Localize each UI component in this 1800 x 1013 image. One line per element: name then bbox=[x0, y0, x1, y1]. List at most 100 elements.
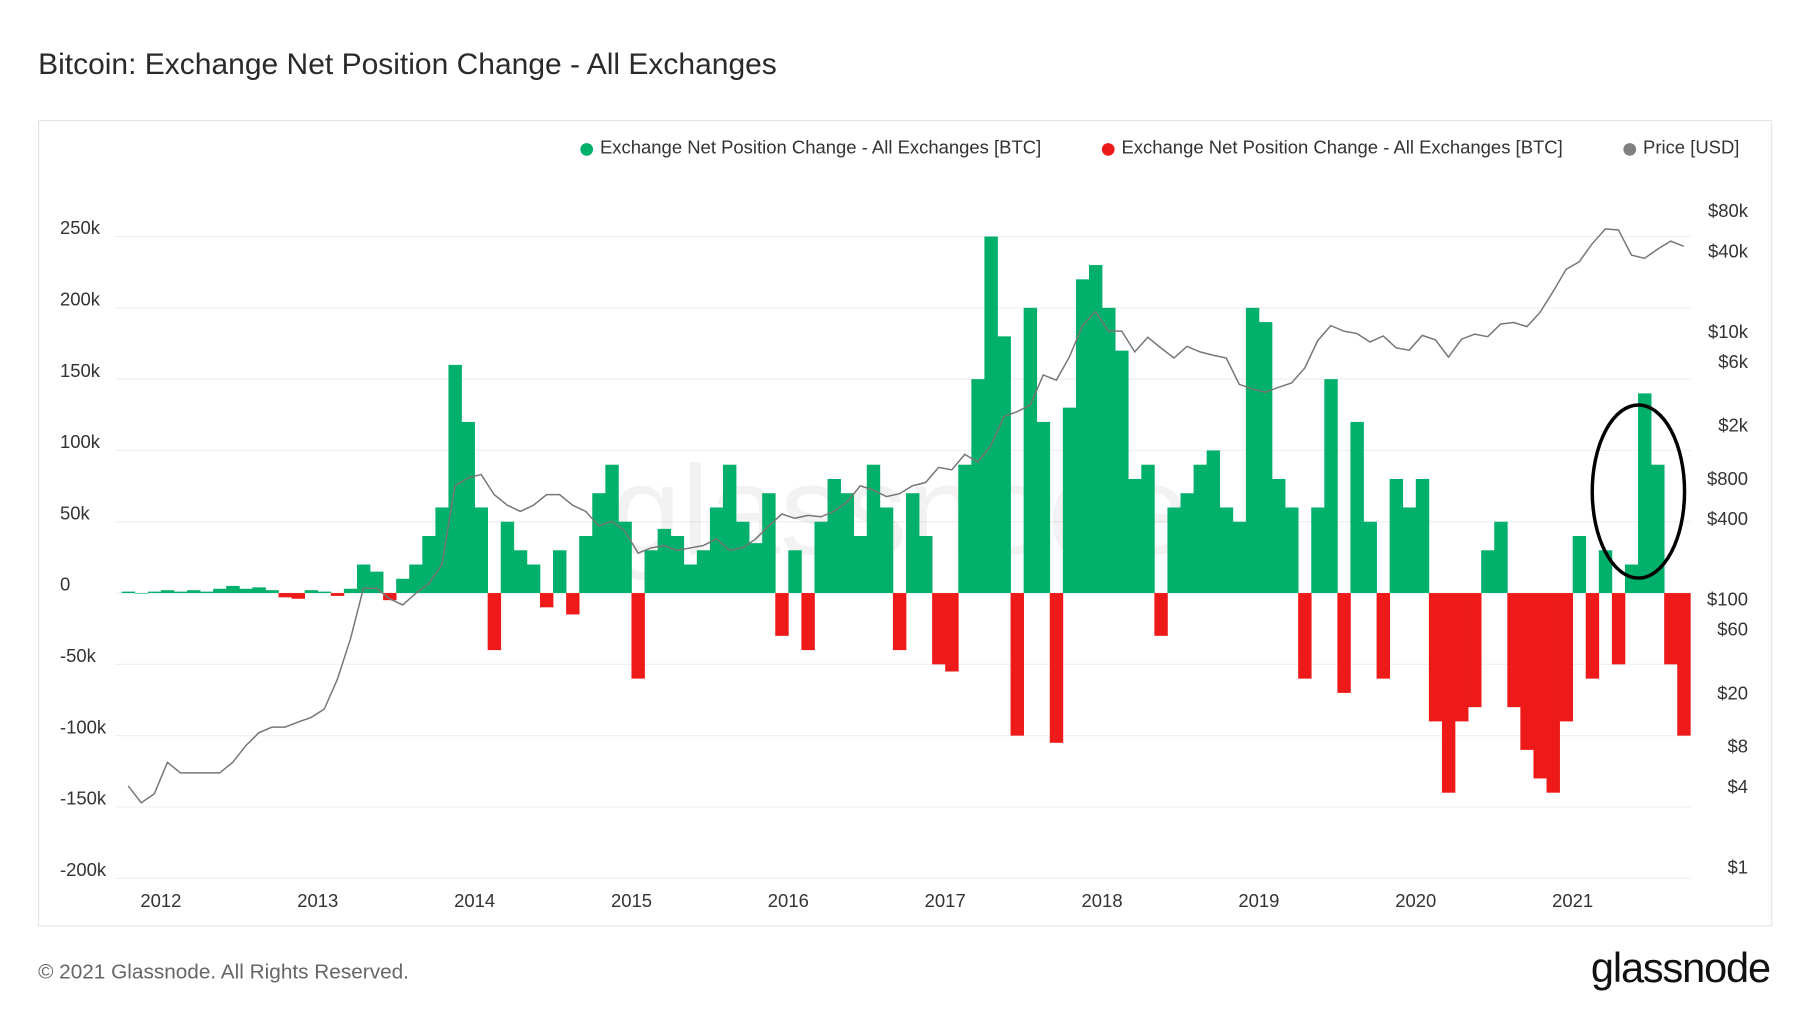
y-right-tick: $80k bbox=[1708, 200, 1749, 221]
net-change-bar bbox=[1376, 593, 1391, 679]
page-title: Bitcoin: Exchange Net Position Change - … bbox=[38, 46, 777, 81]
net-change-bar bbox=[1324, 379, 1338, 594]
net-change-bar bbox=[461, 421, 475, 594]
net-change-bar bbox=[736, 521, 750, 594]
net-change-bar bbox=[696, 550, 711, 594]
net-change-bar bbox=[1337, 593, 1351, 693]
net-change-bar bbox=[1507, 593, 1521, 708]
y-left-tick: 100k bbox=[60, 431, 101, 452]
net-change-bar bbox=[1049, 593, 1064, 743]
net-change-bar bbox=[1141, 464, 1155, 594]
y-right-tick: $100 bbox=[1707, 589, 1748, 610]
net-change-bar bbox=[566, 593, 580, 615]
x-tick: 2016 bbox=[768, 890, 809, 911]
net-change-bar bbox=[1559, 593, 1574, 722]
net-change-bar bbox=[1664, 593, 1678, 665]
net-change-bar bbox=[500, 521, 515, 594]
net-change-bar bbox=[187, 590, 201, 594]
y-right-tick: $8 bbox=[1727, 736, 1748, 757]
net-change-bar bbox=[200, 591, 214, 594]
y-left-tick: 50k bbox=[60, 502, 91, 523]
net-change-bar bbox=[605, 464, 619, 594]
legend-label: Exchange Net Position Change - All Excha… bbox=[599, 138, 1042, 159]
net-change-bar bbox=[383, 593, 397, 601]
net-change-bar bbox=[121, 591, 136, 594]
legend-label: Exchange Net Position Change - All Excha… bbox=[1121, 138, 1563, 159]
net-change-bar bbox=[853, 536, 868, 594]
x-tick: 2014 bbox=[454, 890, 495, 911]
net-change-bar bbox=[1585, 593, 1600, 679]
net-change-bar bbox=[1520, 593, 1534, 750]
net-change-bar bbox=[1232, 521, 1247, 594]
legend-dot-green bbox=[580, 142, 594, 156]
net-change-bar bbox=[1638, 393, 1652, 594]
net-change-bar bbox=[1036, 421, 1051, 594]
net-change-bar bbox=[226, 585, 240, 594]
y-left-tick: 150k bbox=[60, 360, 101, 381]
y-right-tick: $60 bbox=[1717, 618, 1748, 639]
net-change-bar bbox=[252, 587, 266, 594]
net-change-bar bbox=[1062, 407, 1077, 594]
net-change-bar bbox=[1128, 478, 1142, 594]
net-change-bar bbox=[409, 564, 423, 594]
net-change-bar bbox=[1651, 464, 1665, 594]
net-change-bar bbox=[304, 590, 319, 594]
net-change-bar bbox=[1428, 593, 1443, 722]
net-change-bar bbox=[892, 593, 907, 651]
net-change-bar bbox=[330, 593, 345, 596]
net-change-bar bbox=[631, 593, 645, 679]
net-change-bar bbox=[1258, 322, 1273, 594]
net-change-bar bbox=[160, 590, 175, 594]
net-change-bar bbox=[1115, 350, 1129, 594]
legend-label: Price [USD] bbox=[1643, 138, 1740, 159]
net-change-bar bbox=[919, 536, 933, 594]
y-left-tick: -100k bbox=[60, 716, 107, 737]
net-change-bar bbox=[814, 521, 828, 594]
net-change-bar bbox=[1533, 593, 1547, 779]
net-change-bar bbox=[762, 493, 776, 594]
net-change-bar bbox=[1285, 507, 1299, 594]
y-left-tick: 250k bbox=[60, 217, 101, 238]
net-change-bar bbox=[1677, 593, 1691, 736]
net-change-bar bbox=[579, 536, 593, 594]
net-change-bar bbox=[1245, 307, 1260, 594]
net-change-bar bbox=[448, 364, 462, 594]
legend-dot-red bbox=[1101, 142, 1115, 156]
net-change-bar bbox=[239, 588, 253, 594]
net-change-bar bbox=[474, 507, 489, 594]
net-change-bar bbox=[553, 550, 567, 594]
y-left-tick: -150k bbox=[60, 788, 107, 809]
net-change-bar bbox=[749, 543, 763, 594]
net-change-bar bbox=[1075, 279, 1090, 594]
legend-item-positive[interactable]: Exchange Net Position Change - All Excha… bbox=[580, 138, 1041, 159]
net-change-bar bbox=[539, 593, 554, 608]
net-change-bar bbox=[513, 550, 528, 594]
x-tick: 2013 bbox=[297, 890, 338, 911]
copyright: © 2021 Glassnode. All Rights Reserved. bbox=[38, 959, 409, 984]
net-change-bar bbox=[370, 571, 384, 594]
y-right-tick: $800 bbox=[1707, 468, 1748, 489]
net-change-bar bbox=[1455, 593, 1469, 722]
x-tick: 2012 bbox=[140, 890, 181, 911]
brand-logo: glassnode bbox=[1590, 943, 1771, 992]
chart-frame bbox=[38, 119, 1773, 927]
net-change-bar bbox=[657, 528, 672, 594]
net-change-bar bbox=[1010, 593, 1024, 736]
y-right-tick: $40k bbox=[1708, 240, 1749, 261]
legend-item-negative[interactable]: Exchange Net Position Change - All Excha… bbox=[1101, 138, 1563, 159]
net-change-bar bbox=[1481, 550, 1495, 594]
net-change-bar bbox=[1415, 478, 1430, 594]
legend-item-price[interactable]: Price [USD] bbox=[1623, 138, 1739, 159]
net-change-bar bbox=[683, 564, 698, 594]
net-change-bar bbox=[997, 336, 1011, 594]
net-change-bar bbox=[1272, 478, 1286, 594]
net-change-bar bbox=[984, 236, 998, 594]
net-change-bar bbox=[1206, 450, 1221, 594]
net-change-bar bbox=[1298, 593, 1312, 679]
net-change-bar bbox=[840, 493, 855, 594]
net-change-bar bbox=[278, 593, 292, 598]
x-tick: 2020 bbox=[1395, 890, 1436, 911]
net-change-bar bbox=[788, 550, 802, 594]
